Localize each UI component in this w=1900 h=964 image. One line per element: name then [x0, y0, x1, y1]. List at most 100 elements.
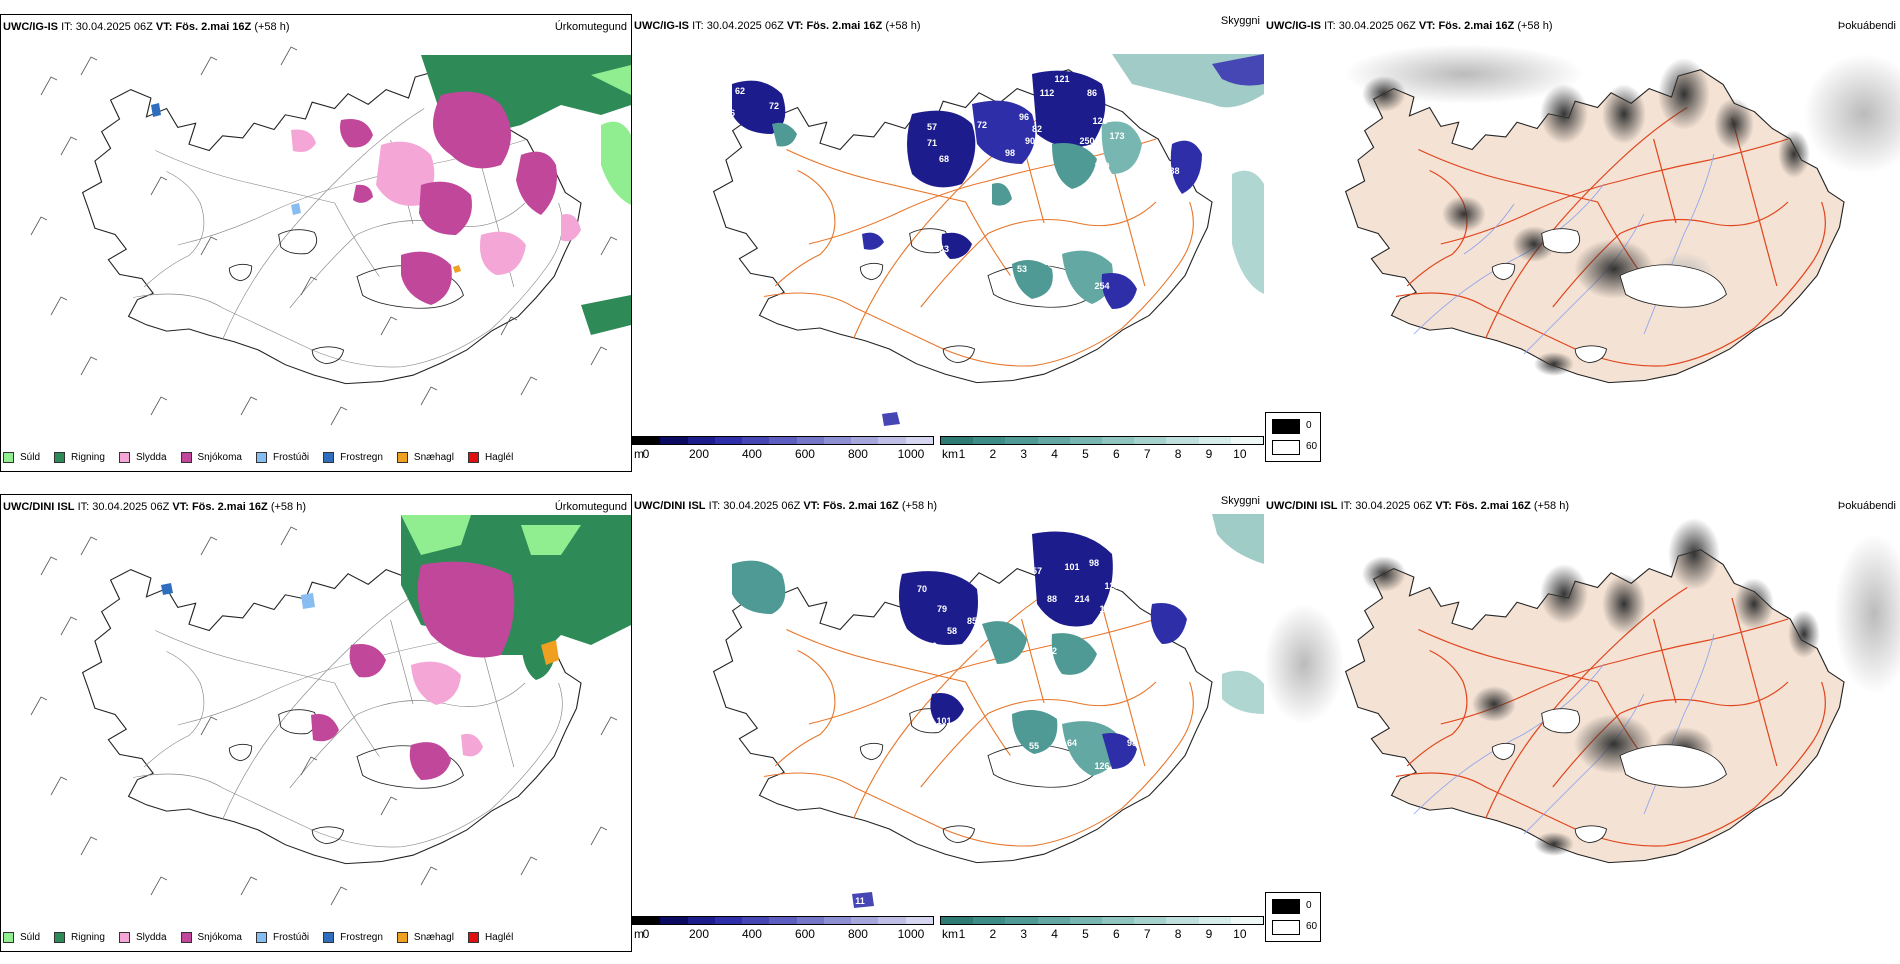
colorbar-tick: 200 — [688, 927, 709, 941]
fog-map — [1344, 44, 1900, 384]
legend-swatch — [118, 452, 130, 463]
legend-item: Snæhagl — [396, 932, 454, 943]
precip-legend: Súld Rigning Slydda Snjókoma Frostúði Fr… — [3, 932, 513, 943]
colorbar-step — [660, 437, 688, 444]
panel-header: UWC/DINI ISL IT: 30.04.2025 06Z VT: Fös.… — [634, 500, 937, 512]
lead-time: (+58 h) — [885, 20, 921, 32]
colorbar-tick: 6 — [1113, 927, 1120, 941]
legend-item: Rigning — [54, 932, 105, 943]
visibility-map: 101 98 129 57 88 214 127 204 70 79 58 85 59 50 52 26 55 6… — [713, 514, 1264, 908]
colorbar-step — [1037, 917, 1070, 924]
colorbar-step — [1005, 917, 1038, 924]
visibility-value-label: 98 — [1089, 558, 1099, 568]
visibility-unit: km — [942, 927, 958, 941]
color-bars: m 0 200 400 600 800 1000 km 1 2 3 4 5 6 7 8 9 10 — [632, 436, 1264, 472]
visibility-colorbar — [940, 916, 1264, 925]
legend-item: Haglél — [467, 452, 513, 463]
colorbar-step — [1102, 437, 1135, 444]
legend-item: Frostúði — [255, 452, 310, 463]
colorbar-tick: 6 — [1113, 447, 1120, 461]
visibility-value-label: 148 — [1116, 264, 1131, 274]
colorbar-tick: 5 — [1082, 927, 1089, 941]
colorbar-tick: 4 — [1051, 447, 1058, 461]
visibility-value-label: 96 — [1019, 112, 1029, 122]
legend-swatch — [323, 932, 335, 943]
lead-time: (+58 h) — [270, 501, 306, 513]
panel-header: UWC/DINI ISL IT: 30.04.2025 06Z VT: Fös.… — [1266, 500, 1569, 512]
colorbar-step — [742, 917, 770, 924]
precip-legend: Súld Rigning Slydda Snjókoma Frostúði Fr… — [3, 452, 513, 463]
fog-panel: UWC/DINI ISL IT: 30.04.2025 06Z VT: Fös.… — [1264, 494, 1900, 952]
fog-legend-swatch — [1272, 419, 1300, 434]
colorbar-step — [633, 437, 661, 444]
visibility-panel: UWC/IG-IS IT: 30.04.2025 06Z VT: Fös. 2.… — [632, 14, 1264, 472]
visibility-value-label: 204 — [1084, 626, 1099, 636]
panel-title: Þokuábendi — [1837, 500, 1896, 512]
visibility-value-label: 62 — [735, 86, 745, 96]
fog-legend: 0 60 — [1265, 892, 1321, 942]
colorbar-tick: 3 — [1020, 927, 1028, 941]
visibility-value-label: 55 — [1029, 741, 1039, 751]
visibility-value-label: 11 — [907, 412, 917, 422]
valid-time-label: VT: — [803, 500, 820, 512]
colorbar-tick: 7 — [1143, 447, 1151, 461]
colorbar-step — [1198, 917, 1231, 924]
legend-swatch — [54, 452, 66, 463]
legend-swatch — [255, 452, 267, 463]
legend-label: Snjókoma — [197, 452, 242, 463]
visibility-value-label: 11 — [855, 896, 865, 906]
colorbar-tick: 2 — [989, 447, 997, 461]
valid-time-value: Fös. 2.mai 16Z — [1454, 500, 1531, 512]
colorbar-step — [769, 437, 797, 444]
model-name: UWC/DINI ISL — [1266, 500, 1338, 512]
valid-time-label: VT: — [172, 501, 189, 513]
visibility-value-label: 72 — [769, 101, 779, 111]
legend-item: Súld — [3, 932, 40, 943]
visibility-value-label: 53 — [1017, 264, 1027, 274]
valid-time-value: Fös. 2.mai 16Z — [806, 20, 883, 32]
colorbar-tick: 9 — [1205, 927, 1213, 941]
colorbar-tick: 800 — [847, 447, 868, 461]
legend-item: Slydda — [118, 932, 167, 943]
model-name: UWC/IG-IS — [3, 21, 58, 33]
valid-time-value: Fös. 2.mai 16Z — [191, 501, 268, 513]
colorbar-tick: 9 — [1205, 447, 1213, 461]
visibility-value-label: 239 — [1094, 161, 1109, 171]
legend-label: Slydda — [135, 452, 167, 463]
visibility-value-label: 57 — [927, 122, 937, 132]
visibility-value-label: 52 — [1047, 646, 1057, 656]
colorbar-step — [742, 437, 770, 444]
colorbar-tick: 2 — [989, 927, 997, 941]
legend-swatch — [396, 452, 408, 463]
init-time-value: 30.04.2025 06Z — [92, 501, 170, 513]
visibility-value-label: 126 — [1094, 761, 1109, 771]
fog-legend-label: 0 — [1306, 900, 1312, 911]
visibility-value-label: 101 — [936, 716, 951, 726]
colorbar-tick: 400 — [741, 927, 762, 941]
valid-time-value: Fös. 2.mai 16Z — [175, 21, 252, 33]
colorbar-step — [823, 917, 852, 924]
colorbar-step — [769, 917, 797, 924]
colorbar-tick: 800 — [847, 927, 868, 941]
init-time-label: IT: — [692, 20, 704, 32]
legend-label: Frostregn — [340, 452, 383, 463]
init-time-label: IT: — [708, 500, 721, 512]
panel-title: Úrkomutegund — [554, 501, 627, 513]
init-time-value: 30.04.2025 06Z — [75, 21, 153, 33]
height-colorbar — [632, 436, 934, 445]
colorbar-step — [1134, 437, 1167, 444]
legend-item: Haglél — [467, 932, 513, 943]
height-colorbar — [632, 916, 934, 925]
legend-label: Frostúði — [272, 452, 310, 463]
legend-item: Snæhagl — [396, 452, 454, 463]
colorbar-step — [714, 917, 743, 924]
visibility-value-label: 112 — [1040, 88, 1055, 98]
visibility-value-label: 82 — [1032, 124, 1042, 134]
legend-swatch — [118, 932, 130, 943]
colorbar-tick: 1000 — [897, 927, 925, 941]
init-time-value: 30.04.2025 06Z — [706, 20, 784, 32]
visibility-value-label: 58 — [947, 626, 957, 636]
legend-item: Snjókoma — [180, 452, 242, 463]
model-name: UWC/DINI ISL — [3, 501, 75, 513]
visibility-value-label: 101 — [1064, 562, 1079, 572]
